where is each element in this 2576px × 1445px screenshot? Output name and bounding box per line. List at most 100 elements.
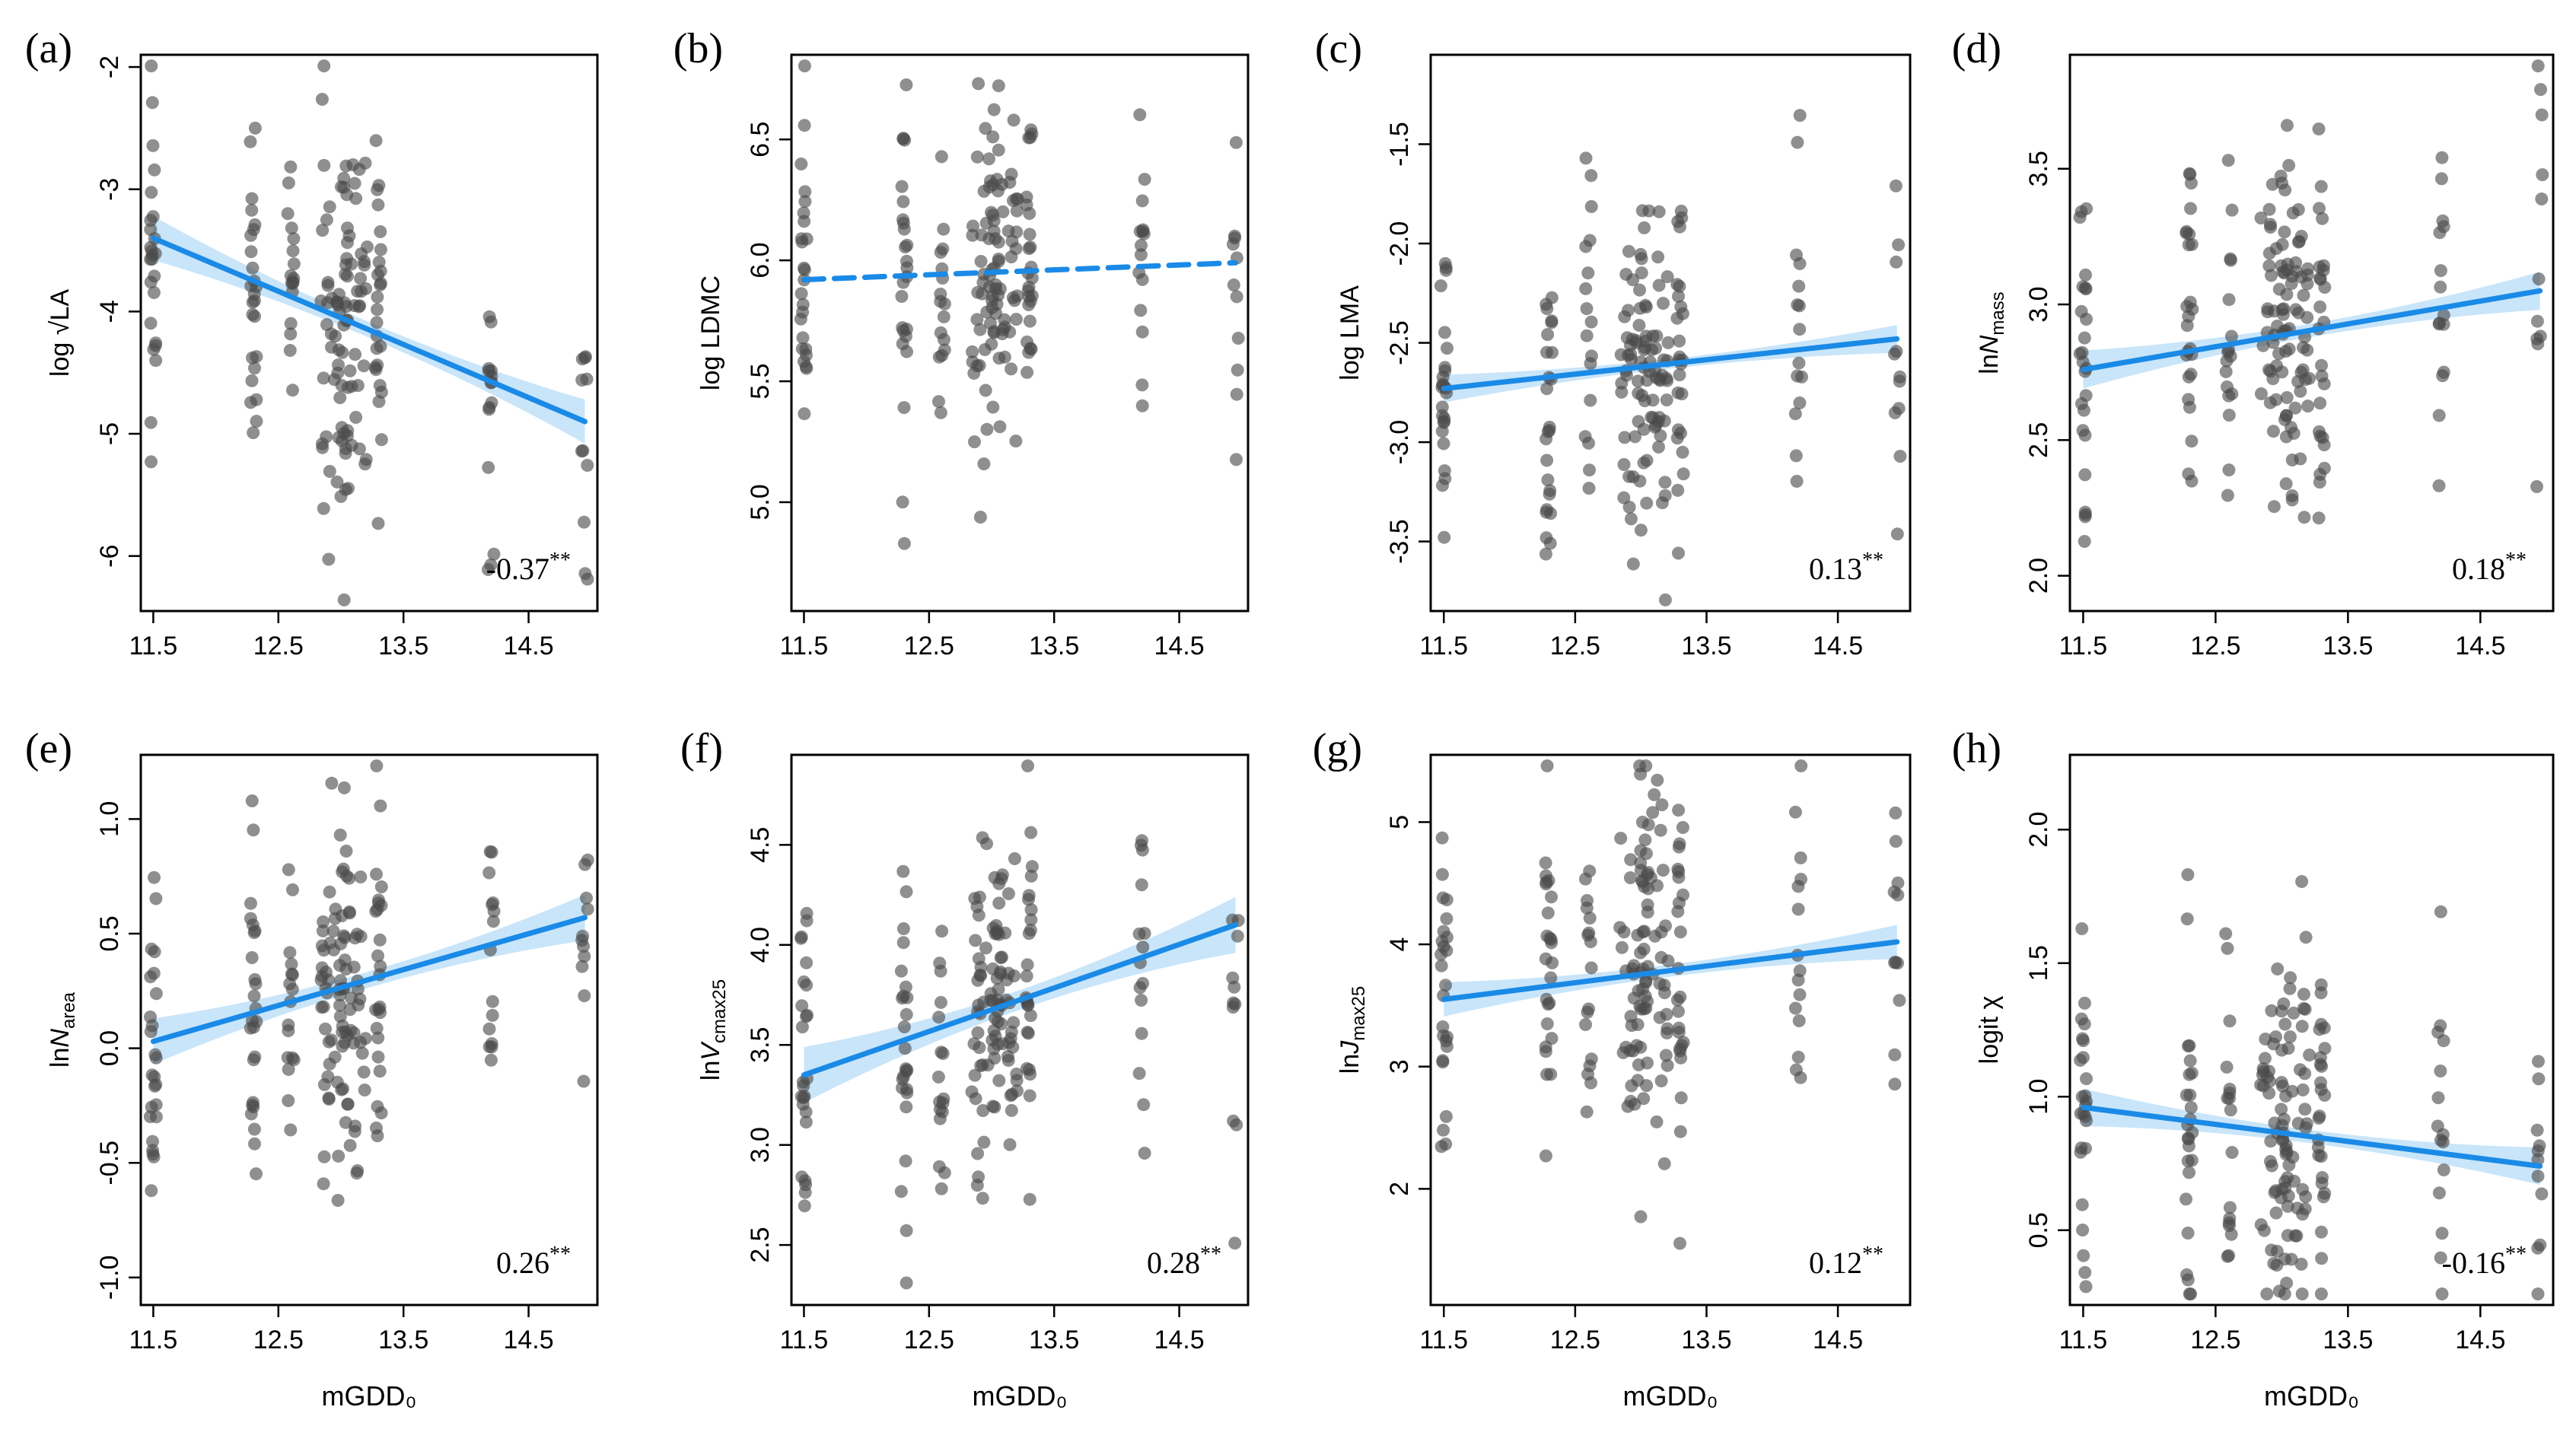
data-point	[371, 1100, 384, 1113]
data-point	[1581, 894, 1594, 907]
data-point	[986, 130, 1000, 144]
data-point	[931, 1070, 945, 1084]
data-point	[2180, 912, 2194, 926]
data-point	[971, 1147, 985, 1160]
data-point	[969, 1092, 982, 1106]
data-point	[2532, 1055, 2545, 1068]
data-point	[2269, 1030, 2282, 1044]
data-point	[1541, 906, 1555, 920]
regression-line	[801, 921, 1239, 1078]
scatter-points	[2074, 868, 2549, 1300]
data-point	[2278, 1017, 2292, 1031]
data-point	[973, 323, 987, 336]
data-point	[371, 949, 384, 963]
data-point	[317, 915, 330, 928]
data-point	[245, 374, 259, 387]
scatter-points	[1434, 109, 1907, 606]
data-point	[1625, 1079, 1638, 1093]
data-point	[146, 138, 160, 152]
data-point	[1023, 1089, 1036, 1103]
data-point	[284, 317, 298, 330]
data-point	[1539, 547, 1552, 561]
data-point	[148, 163, 161, 177]
data-point	[2076, 280, 2090, 294]
data-point	[1676, 467, 1690, 481]
data-point	[146, 1135, 159, 1148]
data-point	[1579, 1018, 1592, 1031]
data-point	[2530, 314, 2544, 328]
data-point	[1009, 434, 1023, 448]
data-point	[2315, 1252, 2329, 1265]
data-point	[896, 195, 910, 208]
data-point	[248, 361, 261, 375]
data-point	[799, 1178, 813, 1192]
data-point	[2074, 1141, 2088, 1155]
data-point	[937, 310, 950, 323]
data-point	[2303, 371, 2316, 385]
data-point	[145, 1068, 159, 1082]
data-point	[1892, 402, 1906, 415]
data-point	[1676, 821, 1689, 834]
data-point	[1793, 109, 1807, 123]
data-point	[145, 455, 158, 469]
coefficient-label: 0.26**	[496, 1243, 571, 1280]
y-tick-label: 0.0	[95, 1030, 124, 1066]
data-point	[976, 1192, 989, 1205]
data-point	[1579, 240, 1593, 253]
data-point	[248, 1137, 261, 1151]
data-point	[1652, 441, 1665, 454]
panel-label: (e)	[25, 725, 72, 772]
data-point	[2296, 1208, 2310, 1221]
scatter-points	[144, 59, 594, 606]
data-point	[1675, 211, 1689, 224]
data-point	[899, 1154, 912, 1168]
data-point	[1231, 332, 1245, 345]
data-point	[284, 160, 298, 173]
data-point	[482, 563, 495, 576]
data-point	[968, 1068, 982, 1082]
x-tick-label: 12.5	[2190, 632, 2240, 660]
data-point	[333, 998, 346, 1012]
data-point	[1792, 279, 1806, 293]
data-point	[2180, 226, 2193, 240]
data-point	[1540, 298, 1553, 311]
data-point	[1228, 1237, 1242, 1250]
data-point	[1584, 200, 1598, 213]
data-point	[797, 1091, 810, 1105]
data-point	[977, 1135, 991, 1149]
data-point	[2434, 1251, 2447, 1265]
data-point	[1633, 474, 1647, 488]
data-point	[1020, 190, 1033, 204]
data-point	[2318, 1088, 2332, 1102]
data-point	[149, 987, 163, 1001]
data-point	[973, 890, 986, 904]
data-point	[1675, 387, 1689, 401]
data-point	[977, 457, 991, 471]
data-point	[323, 1057, 336, 1071]
data-point	[1626, 557, 1640, 571]
data-point	[1023, 1063, 1036, 1077]
data-point	[2313, 300, 2327, 314]
data-point	[2080, 1072, 2093, 1086]
data-point	[2073, 211, 2087, 224]
data-point	[2303, 1049, 2316, 1061]
data-point	[2183, 1068, 2196, 1081]
data-point	[1584, 1052, 1598, 1066]
data-point	[1789, 449, 1803, 463]
x-tick-label: 11.5	[780, 1326, 829, 1354]
data-point	[936, 1047, 950, 1060]
data-point	[979, 941, 992, 955]
data-point	[972, 1170, 986, 1184]
y-tick-label: -2.0	[1385, 221, 1414, 266]
panel-label: (b)	[673, 25, 723, 72]
data-point	[1539, 1149, 1552, 1163]
data-point	[1010, 192, 1024, 205]
data-point	[1584, 315, 1598, 329]
data-point	[1135, 378, 1149, 392]
data-point	[992, 184, 1005, 198]
y-axis-label: logit χ	[1975, 996, 2004, 1065]
data-point	[1622, 469, 1636, 483]
data-point	[1022, 889, 1036, 902]
data-point	[285, 1051, 299, 1065]
